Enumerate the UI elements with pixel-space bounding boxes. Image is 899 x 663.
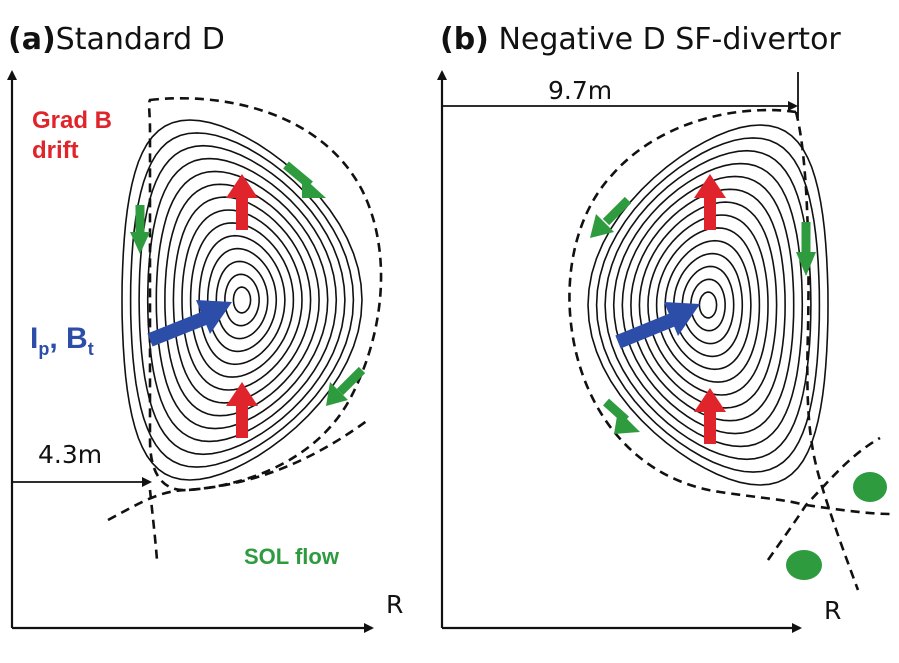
flux-surface (121, 119, 363, 481)
flux-surface (181, 209, 303, 391)
panel-b-divertor-target-lower (786, 550, 822, 580)
flux-surface (595, 137, 821, 473)
flux-surface (604, 149, 812, 461)
bt-symbol: , B (49, 322, 88, 355)
bt-subscript: t (87, 339, 94, 359)
flux-surface (232, 286, 252, 314)
panel-b-flux-surfaces (587, 124, 829, 486)
flux-surface (638, 201, 778, 409)
flux-surface (138, 144, 346, 456)
flux-surface (146, 157, 338, 443)
panel-b-separatrix (568, 108, 891, 591)
flux-surface (621, 175, 795, 435)
flux-surface (129, 132, 355, 468)
flux-surface (224, 273, 260, 327)
flux-surface (698, 291, 718, 319)
ip-symbol: I (30, 322, 39, 355)
panel-b-dimension-arrow (442, 72, 799, 118)
flux-surface (587, 124, 829, 486)
sol-flow-label: SOL flow (244, 544, 339, 569)
panel-b-axes (437, 70, 802, 633)
flux-surface (155, 170, 329, 430)
flux-surface (206, 247, 278, 353)
grad-b-line1: Grad B (32, 107, 113, 134)
panel-b-grad-b-arrow-upper (694, 174, 726, 230)
flux-surface (164, 183, 320, 417)
current-field-label: Ip, Bt (30, 322, 94, 360)
panel-b-divertor-target-upper (853, 472, 887, 502)
flux-surface (215, 260, 269, 340)
flux-surface (198, 234, 286, 366)
flux-surface (189, 222, 295, 378)
panel-a-sol-flow-arrow-top (283, 161, 326, 198)
grad-b-drift-label: Grad B drift (32, 106, 112, 166)
flux-surface (630, 188, 786, 422)
panel-b-title-text: Negative D SF-divertor (498, 22, 841, 57)
panel-a-grad-b-arrow-upper (226, 174, 258, 230)
panel-a-grad-b-arrow-lower (226, 382, 258, 438)
panel-a-title: (a)Standard D (8, 22, 225, 57)
panel-b-sol-flow-arrow-bottom (602, 398, 640, 434)
panel-a-sol-flow-arrow-bottom (326, 366, 366, 406)
panel-b-sol-flow-arrow-right (796, 222, 816, 276)
panel-b-current-arrow (615, 302, 700, 349)
panel-a-flux-surfaces (121, 119, 363, 481)
panel-a-separatrix (107, 97, 383, 561)
flux-surface (664, 239, 752, 371)
ip-subscript: p (38, 339, 50, 359)
flux-surface (681, 265, 735, 345)
flux-surface (672, 252, 744, 358)
panel-b-grad-b-arrow-lower (694, 388, 726, 444)
flux-surface (655, 227, 761, 383)
panel-a-title-text: Standard D (55, 22, 225, 57)
panel-b-sol-flow-arrow-top (590, 196, 632, 238)
flux-surface (172, 196, 312, 404)
panel-b-title: (b) Negative D SF-divertor (440, 22, 841, 57)
panel-a-axis-label-r: R (386, 590, 404, 619)
flux-surface (612, 162, 804, 448)
panel-a-sol-flow-arrow-left (130, 205, 150, 254)
flux-surface (690, 278, 726, 332)
panel-a-axes (6, 70, 374, 633)
panel-b-axis-label-r: R (824, 596, 842, 625)
panel-a-dimension-label: 4.3m (38, 440, 103, 469)
panel-a-current-arrow (147, 300, 232, 347)
panel-a-title-tag: (a) (8, 22, 56, 57)
panel-b-title-tag: (b) (440, 22, 489, 57)
grad-b-line2: drift (32, 137, 79, 164)
flux-surface (647, 214, 769, 396)
panel-b-dimension-label: 9.7m (548, 76, 613, 105)
